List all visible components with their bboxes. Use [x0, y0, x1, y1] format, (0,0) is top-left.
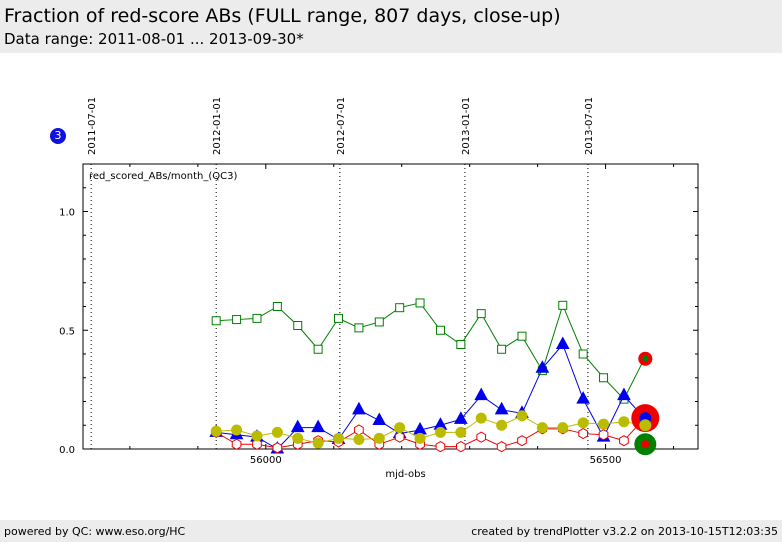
data-point — [619, 435, 629, 447]
date-marker-label: 2013-01-01 — [461, 97, 472, 155]
data-point — [313, 344, 323, 354]
data-point — [599, 373, 609, 383]
x-tick-label: 56000 — [250, 455, 282, 466]
data-point — [496, 441, 507, 453]
data-point — [453, 411, 468, 424]
data-point — [210, 425, 222, 437]
data-point — [414, 432, 426, 444]
data-point — [617, 387, 631, 401]
data-point — [334, 313, 344, 323]
header-bar: Fraction of red-score ABs (FULL range, 8… — [0, 0, 782, 53]
y-tick-label: 0.0 — [59, 445, 75, 456]
data-point — [598, 429, 609, 441]
data-point — [577, 417, 589, 429]
data-point — [231, 438, 242, 450]
trend-chart: 2011-07-01 2012-01-01 2012-07-01 2013-01-01… — [59, 97, 699, 480]
data-point — [352, 401, 366, 415]
data-point — [252, 313, 262, 323]
series-label: red_scored_ABs/month_(QC3) — [89, 171, 237, 182]
data-point — [373, 432, 385, 444]
data-point — [252, 438, 262, 450]
data-point — [232, 315, 242, 325]
latest-value-marker — [639, 419, 652, 432]
data-point — [517, 435, 527, 447]
data-point — [578, 349, 588, 359]
data-point — [354, 323, 364, 333]
data-point — [394, 431, 405, 443]
series-line — [215, 417, 645, 449]
data-point — [415, 298, 425, 308]
data-point — [517, 331, 527, 341]
latest-value-marker — [641, 440, 650, 449]
series-group — [209, 298, 652, 454]
data-point — [394, 422, 406, 434]
data-point — [372, 412, 387, 425]
data-point — [576, 391, 590, 404]
data-point — [476, 309, 486, 319]
data-point — [272, 442, 283, 454]
data-point — [311, 419, 325, 433]
data-point — [293, 321, 303, 330]
footer-credit: powered by QC: www.eso.org/HC — [4, 525, 186, 538]
date-marker-label: 2013-07-01 — [584, 97, 595, 155]
data-point — [354, 424, 364, 436]
date-marker-label: 2011-07-01 — [87, 97, 98, 155]
data-point — [272, 302, 282, 311]
data-point — [475, 412, 487, 424]
latest-value-marker — [642, 355, 649, 362]
data-point — [578, 427, 588, 440]
data-point — [474, 387, 489, 401]
count-badge: 3 — [50, 128, 66, 144]
page-subtitle: Data range: 2011-08-01 ... 2013-09-30* — [4, 30, 304, 48]
data-point — [497, 344, 507, 354]
data-point — [618, 416, 630, 428]
data-point — [557, 422, 569, 434]
data-point — [353, 434, 365, 445]
data-point — [598, 418, 610, 430]
data-point — [271, 426, 283, 438]
plot-frame — [82, 163, 699, 450]
data-point — [558, 300, 568, 310]
data-point — [292, 432, 304, 444]
data-point — [496, 419, 508, 431]
axes: 0.0 0.5 1.0 56000 56500 — [59, 164, 698, 466]
data-point — [435, 325, 445, 335]
data-point — [374, 317, 384, 327]
latest-markers — [631, 351, 660, 456]
data-point — [555, 336, 570, 349]
data-point — [434, 426, 446, 438]
data-point — [456, 340, 466, 349]
footer-bar: powered by QC: www.eso.org/HC created by… — [0, 520, 782, 542]
x-axis-label: mjd-obs — [385, 469, 425, 480]
series-line — [216, 302, 645, 400]
data-point — [536, 422, 548, 434]
date-markers: 2011-07-01 2012-01-01 2012-07-01 2013-01-01… — [87, 97, 595, 449]
data-point — [251, 430, 263, 442]
series-line — [216, 343, 645, 450]
data-point — [476, 431, 487, 443]
page-title: Fraction of red-score ABs (FULL range, 8… — [4, 5, 561, 27]
data-point — [494, 401, 509, 415]
data-point — [456, 441, 466, 453]
data-point — [211, 316, 221, 326]
data-point — [516, 410, 528, 422]
data-point — [333, 432, 345, 444]
data-point — [455, 426, 467, 438]
y-tick-label: 0.5 — [59, 326, 75, 337]
y-tick-label: 1.0 — [59, 208, 75, 219]
data-point — [231, 424, 243, 436]
data-point — [290, 419, 305, 433]
data-point — [413, 421, 427, 435]
data-point — [395, 303, 405, 313]
data-point — [535, 360, 550, 373]
footer-version: created by trendPlotter v3.2.2 on 2013-1… — [471, 525, 778, 538]
date-marker-label: 2012-01-01 — [212, 97, 223, 155]
data-point — [312, 437, 324, 449]
series-line — [216, 415, 645, 444]
x-tick-label: 56500 — [590, 455, 622, 466]
data-point — [435, 441, 446, 453]
date-marker-label: 2012-07-01 — [336, 97, 347, 155]
